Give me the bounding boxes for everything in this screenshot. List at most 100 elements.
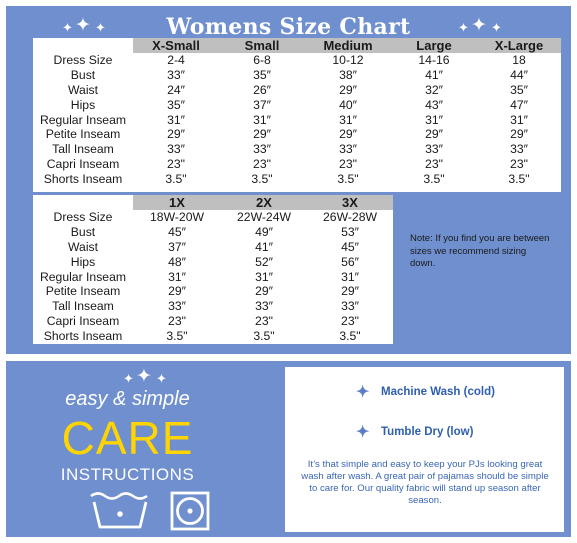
row-label: Waist <box>67 239 99 254</box>
table-cell: 26W-28W <box>323 210 377 225</box>
table-cell: 37″ <box>168 239 186 254</box>
table-cell: 31″ <box>168 269 186 284</box>
table-cell: 29″ <box>253 127 271 142</box>
row-label: Regular Inseam <box>39 269 127 284</box>
table-row: Dress Size 18W-20W 22W-24W 26W-28W <box>33 210 393 225</box>
table-cell: 29″ <box>510 127 528 142</box>
table-row: Bust 33″ 35″ 38″ 41″ 44″ <box>33 68 561 83</box>
table-cell: 6-8 <box>253 53 271 68</box>
table-cell: 31″ <box>341 269 359 284</box>
row-label: Petite Inseam <box>45 127 121 142</box>
row-label: Hips <box>70 254 96 269</box>
row-label: Regular Inseam <box>39 112 127 127</box>
care-heading: CARE <box>61 412 194 464</box>
table-cell: 18W-20W <box>150 210 204 225</box>
table-row: Petite Inseam 29″ 29″ 29″ <box>33 284 393 299</box>
table-cell: 52″ <box>255 254 273 269</box>
table-cell: 41″ <box>425 68 443 83</box>
table-cell: 35″ <box>167 97 185 112</box>
table-cell: 31″ <box>425 112 443 127</box>
table-cell: 33″ <box>167 142 185 157</box>
table-cell: 23" <box>425 156 443 171</box>
table-cell: 14-16 <box>418 53 450 68</box>
row-label: Dress Size <box>53 53 113 68</box>
table-row: Capri Inseam 23" 23" 23" <box>33 314 393 329</box>
header-blank <box>33 38 133 53</box>
table-cell: 45″ <box>168 225 186 240</box>
star-icon: ✦ <box>356 424 370 441</box>
table-cell: 23" <box>255 313 273 328</box>
table-cell: 23" <box>168 313 186 328</box>
table-cell: 23" <box>253 156 271 171</box>
table-cell: 33″ <box>253 142 271 157</box>
table-row: Tall Inseam 33″ 33″ 33″ 33″ 33″ <box>33 142 561 157</box>
table-row: Hips 35″ 37″ 40″ 43″ 47″ <box>33 97 561 112</box>
table-cell: 2-4 <box>167 53 185 68</box>
header-blank <box>33 195 133 210</box>
table-cell: 23" <box>341 313 359 328</box>
sizing-note: Note: If you find you are between sizes … <box>410 233 550 269</box>
table-cell: 47″ <box>510 97 528 112</box>
row-label: Dress Size <box>53 210 113 225</box>
table-cell: 33″ <box>425 142 443 157</box>
table-cell: 3.5" <box>423 171 445 186</box>
table-cell: 41″ <box>255 239 273 254</box>
table-row: Capri Inseam 23" 23" 23" 23" 23" <box>33 157 561 172</box>
row-label: Bust <box>70 225 96 240</box>
tumble-dry-low-icon <box>170 491 210 536</box>
row-label: Capri Inseam <box>46 313 120 328</box>
table-cell: 33″ <box>168 299 186 314</box>
table-cell: 53″ <box>341 225 359 240</box>
size-chart-panel: Womens Size Chart ✦ ✦ ✦ ✦ ✦ ✦ X-Small Sma… <box>6 6 571 354</box>
table-cell: 48″ <box>168 254 186 269</box>
table-cell: 31″ <box>167 112 185 127</box>
table-cell: 49″ <box>255 225 273 240</box>
chart-title: Womens Size Chart <box>166 14 411 40</box>
row-label: Tall Inseam <box>52 142 114 157</box>
table-cell: 33″ <box>510 142 528 157</box>
table-cell: 33″ <box>255 299 273 314</box>
table-row: Waist 37″ 41″ 45″ <box>33 240 393 255</box>
table-cell: 35″ <box>510 82 528 97</box>
table-row: Shorts Inseam 3.5" 3.5" 3.5" <box>33 328 393 343</box>
care-details-box <box>285 367 564 532</box>
table-cell: 3.5" <box>165 171 187 186</box>
column-header: Large <box>391 38 477 53</box>
row-label: Waist <box>67 82 99 97</box>
column-header: Small <box>219 38 305 53</box>
care-tagline: easy & simple <box>65 388 190 410</box>
table-cell: 3.5" <box>251 171 273 186</box>
table-row: Regular Inseam 31″ 31″ 31″ <box>33 269 393 284</box>
row-label: Petite Inseam <box>45 284 121 299</box>
column-header: 1X <box>133 195 221 210</box>
table-cell: 43″ <box>425 97 443 112</box>
size-table-plus: 1X 2X 3X Dress Size 18W-20W 22W-24W 26W-28W Bu… <box>33 195 393 344</box>
table-cell: 33″ <box>341 299 359 314</box>
row-label: Hips <box>70 97 96 112</box>
table-cell: 22W-24W <box>237 210 291 225</box>
table-cell: 23" <box>167 156 185 171</box>
care-description: It’s that simple and easy to keep your P… <box>301 459 549 506</box>
table-cell: 31″ <box>253 112 271 127</box>
table-cell: 35″ <box>253 68 271 83</box>
table-cell: 26″ <box>253 82 271 97</box>
table-row: Bust 45″ 49″ 53″ <box>33 225 393 240</box>
column-header: 3X <box>307 195 393 210</box>
row-label: Shorts Inseam <box>43 328 123 343</box>
table-row: Hips 48″ 52″ 56″ <box>33 254 393 269</box>
star-icon: ✦ <box>356 384 370 401</box>
table-cell: 29″ <box>339 82 357 97</box>
table-cell: 24″ <box>167 82 185 97</box>
table-cell: 3.5" <box>339 328 361 343</box>
table-row: Shorts Inseam 3.5" 3.5" 3.5" 3.5" 3.5" <box>33 171 561 186</box>
table-cell: 29″ <box>425 127 443 142</box>
table-cell: 18 <box>512 53 526 68</box>
table-row: Petite Inseam 29″ 29″ 29″ 29″ 29″ <box>33 127 561 142</box>
row-label: Capri Inseam <box>46 156 120 171</box>
table-cell: 31″ <box>510 112 528 127</box>
table-row: Regular Inseam 31″ 31″ 31″ 31″ 31″ <box>33 112 561 127</box>
table-cell: 33″ <box>339 142 357 157</box>
table-cell: 33″ <box>167 68 185 83</box>
size-table-standard: X-Small Small Medium Large X-Large Dress Siz… <box>33 38 561 192</box>
table-cell: 45″ <box>341 239 359 254</box>
